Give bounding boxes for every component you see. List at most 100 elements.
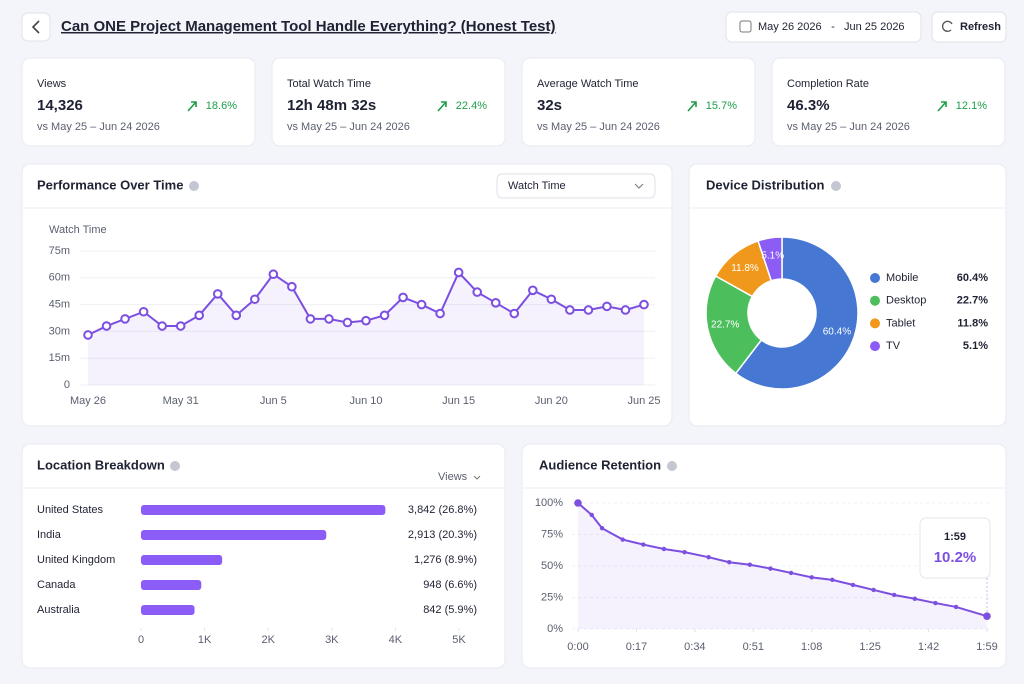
tooltip [919,517,991,579]
slice-label: 5.1% [761,250,784,261]
legend-swatch [870,295,880,306]
x-tick-label: Jun 10 [349,395,382,407]
performance-card [21,163,673,427]
kpi-card [21,57,256,147]
bar [141,530,327,540]
y-axis-label: Watch Time [49,224,107,236]
back-button-box[interactable] [21,12,51,42]
y-tick-label: 75m [49,245,70,257]
refresh-icon [942,20,953,32]
category-label: United States [37,504,104,516]
refresh-button[interactable]: Refresh [931,11,1007,43]
metric-selector[interactable]: Watch Time [496,173,656,199]
date-separator: - [831,21,835,33]
chevron [473,475,481,480]
category-label: India [37,529,62,541]
info-icon[interactable] [170,461,180,471]
x-tick-label: May 26 [70,395,106,407]
bar [141,605,195,615]
x-tick-label: 1:59 [976,641,997,653]
point [565,305,575,315]
back-button[interactable] [21,12,51,42]
x-tick-label: 2K [261,634,275,646]
page-title: Can ONE Project Management Tool Handle E… [61,18,556,35]
point [138,306,149,317]
selector-box[interactable] [496,173,656,199]
point [212,289,223,299]
kpi-value: 46.3% [787,97,830,114]
x-tick-label: 0:17 [626,641,647,653]
card-title: Performance Over Time [37,177,183,192]
info-icon[interactable] [831,181,841,191]
point [416,299,427,310]
kpi-value: 14,326 [37,97,83,114]
category-label: United Kingdom [37,554,115,566]
back-icon [31,20,40,34]
trend-icon [187,101,197,112]
date-range[interactable]: May 26 2026 - Jun 25 2026 [725,11,922,43]
legend-label: Tablet [886,317,915,329]
refresh-box[interactable] [931,11,1007,43]
kpi-change: 18.6% [206,100,237,112]
selector-label[interactable]: Views [438,471,468,483]
trend-icon [437,101,447,112]
kpi-comparison: vs May 25 – Jun 24 2026 [537,121,660,133]
kpi-card [521,57,756,147]
point [788,570,794,576]
retention-card [521,443,1007,669]
location-selector[interactable]: Views [438,471,481,483]
point [661,546,667,552]
point [361,315,371,326]
y-tick-label: 30m [49,325,70,337]
legend-value: 11.8% [957,317,988,329]
point [727,560,732,565]
legend-value: 5.1% [963,340,988,352]
x-tick-label: 0:34 [684,641,705,653]
point [398,292,408,303]
slice [734,236,859,390]
point [509,308,520,319]
value-label: 2,913 (20.3%) [408,529,477,541]
legend-value: 60.4% [957,272,988,284]
bar [141,555,223,565]
point [83,330,93,340]
point [157,321,167,331]
category-label: Canada [37,579,76,591]
point [546,294,557,305]
point [305,314,316,324]
point [768,566,773,571]
chevron [634,183,644,189]
kpi-label: Completion Rate [787,78,869,90]
x-tick-label: 0:51 [743,641,764,653]
info-icon[interactable] [189,181,199,191]
card-title: Device Distribution [706,177,825,192]
x-tick-label: 5K [452,634,466,646]
card-title: Location Breakdown [37,457,165,472]
point [342,317,353,328]
legend-swatch [870,341,880,352]
legend-swatch [870,273,880,283]
value-label: 948 (6.6%) [423,579,477,591]
legend-label: Desktop [886,295,926,307]
slice-label: 11.8% [731,263,759,274]
x-tick-label: Jun 5 [260,395,287,407]
point [287,281,297,292]
refresh-label: Refresh [960,21,1001,33]
info-icon[interactable] [667,461,677,471]
area-fill [88,272,644,385]
x-tick-label: 4K [389,634,403,646]
area-fill [578,503,987,629]
kpi-comparison: vs May 25 – Jun 24 2026 [287,121,410,133]
point [830,577,835,583]
kpi-change: 12.1% [956,100,987,112]
point [250,294,260,305]
kpi-change: 15.7% [706,100,737,112]
x-tick-label: Jun 20 [535,395,568,407]
date-range-box[interactable] [725,11,922,43]
point [453,267,464,278]
slice-label: 60.4% [823,326,851,337]
x-tick-label: 1:42 [918,641,939,653]
point [101,321,112,331]
y-tick-label: 75% [541,528,563,540]
